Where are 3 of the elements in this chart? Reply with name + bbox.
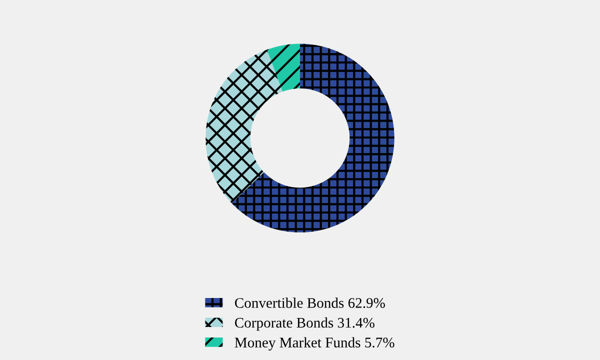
legend-label: Money Market Funds 5.7% bbox=[234, 337, 394, 350]
legend-label: Convertible Bonds 62.9% bbox=[234, 298, 385, 308]
legend-label: Corporate Bonds 31.4% bbox=[234, 317, 374, 331]
